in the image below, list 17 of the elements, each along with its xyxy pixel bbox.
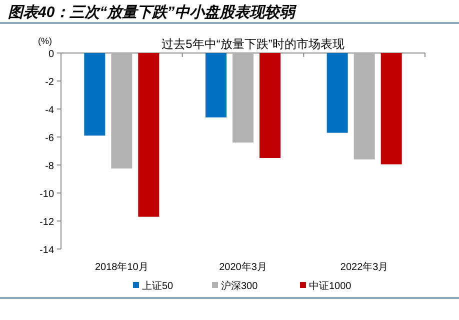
chart-title: 图表40：三次“放量下跌”中小盘股表现较弱 <box>8 4 298 21</box>
legend-label: 沪深300 <box>221 280 258 292</box>
y-tick-label: -10 <box>40 189 54 200</box>
y-tick-label: -2 <box>45 77 54 88</box>
x-tick-label: 2022年3月 <box>340 261 388 273</box>
y-tick-label: -12 <box>40 217 54 228</box>
y-tick-label: 0 <box>48 49 54 60</box>
y-tick-label: -8 <box>45 161 54 172</box>
y-tick-label: -6 <box>45 133 54 144</box>
y-tick-label: -14 <box>40 245 54 256</box>
chart-subtitle: 过去5年中“放量下跌”时的市场表现 <box>162 37 344 51</box>
x-tick-label: 2020年3月 <box>219 261 267 273</box>
legend-label: 中证1000 <box>309 280 352 292</box>
y-tick-label: -4 <box>45 105 54 116</box>
legend-label: 上证50 <box>142 280 174 292</box>
y-axis-title: (%) <box>38 36 52 46</box>
x-tick-label: 2018年10月 <box>94 261 148 273</box>
